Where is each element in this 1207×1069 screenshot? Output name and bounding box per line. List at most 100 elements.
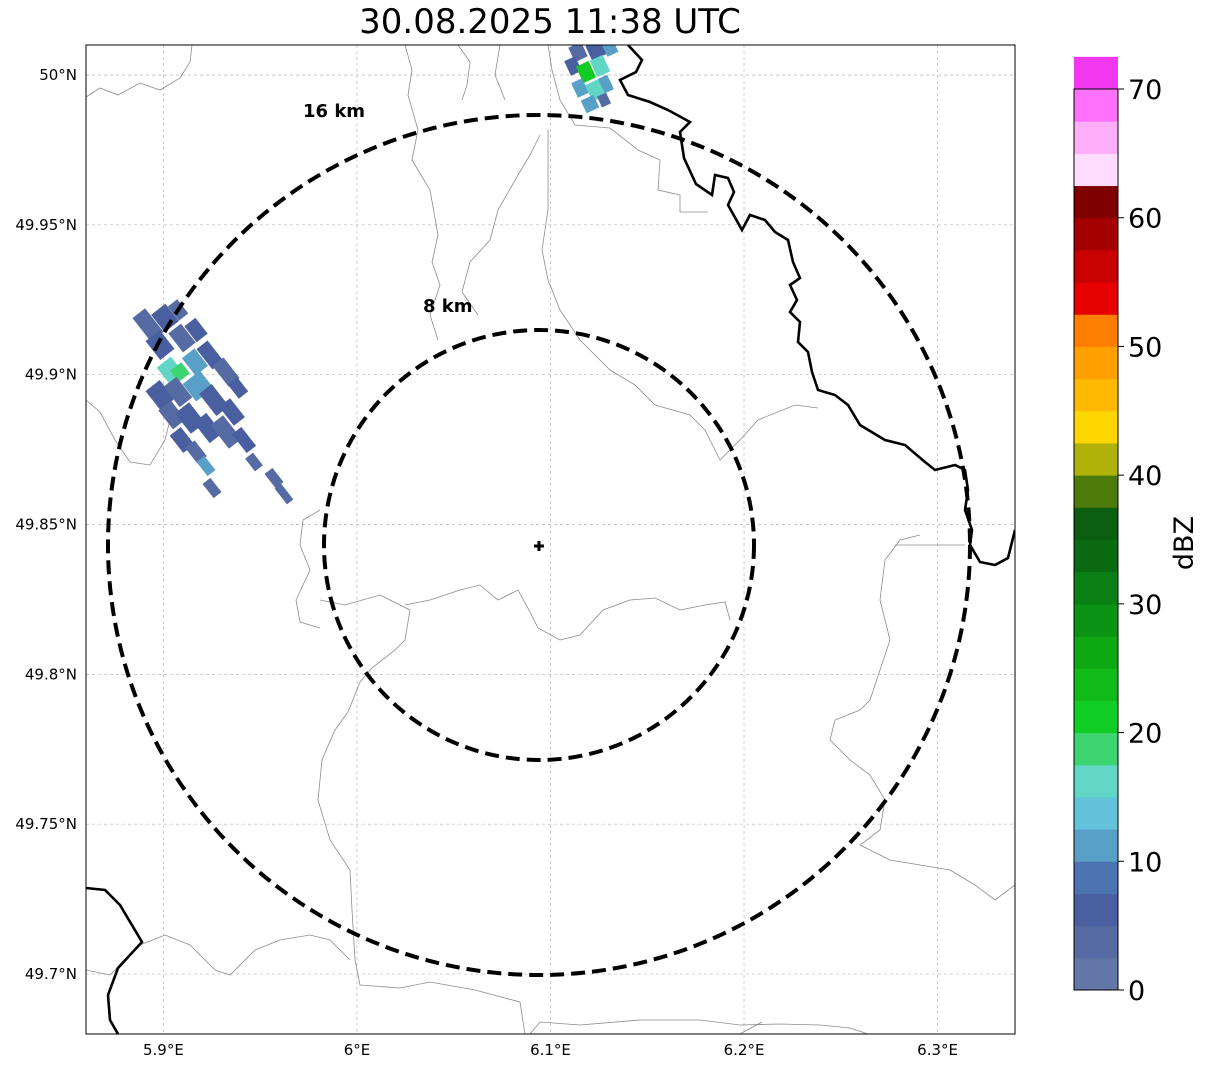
- radar-echo-cell: [589, 54, 611, 78]
- lat-tick-label: 49.95°N: [15, 216, 77, 234]
- radar-echo-cell: [185, 440, 207, 464]
- colorbar-segment: [1074, 507, 1118, 540]
- radar-echo-cell: [145, 330, 175, 360]
- national-border: [86, 886, 144, 1034]
- lat-tick-label: 49.7°N: [25, 965, 77, 983]
- lon-tick-label: 6.2°E: [724, 1041, 765, 1059]
- colorbar-segment: [1074, 603, 1118, 637]
- radar-echo-cell: [158, 400, 186, 430]
- border-line: [657, 159, 708, 213]
- colorbar-segment: [1074, 829, 1118, 862]
- radar-echo-cell: [264, 467, 284, 489]
- radar-echo-cell: [598, 74, 614, 94]
- radar-echo-cell: [212, 357, 240, 387]
- radar-echo-cell: [184, 317, 208, 343]
- radar-echo-cell: [219, 398, 245, 426]
- colorbar-segment: [1074, 153, 1118, 187]
- border-line: [829, 534, 1015, 901]
- border-line: [461, 134, 541, 316]
- border-line: [86, 45, 193, 98]
- radar-echo-cell: [274, 483, 294, 505]
- colorbar-segment: [1074, 893, 1118, 927]
- colorbar-segment: [1074, 571, 1118, 605]
- colorbar-segment: [1074, 217, 1118, 251]
- colorbar-tick-label: 70: [1128, 75, 1162, 106]
- colorbar: 0 10 20 30 40 50 60 70 dBZ: [1073, 56, 1200, 1007]
- colorbar-segment: [1074, 925, 1118, 959]
- colorbar-label: dBZ: [1169, 516, 1200, 570]
- range-rings: [106, 113, 972, 977]
- colorbar-segment: [1074, 314, 1118, 347]
- border-line: [404, 45, 441, 341]
- colorbar-segment: [1074, 56, 1118, 90]
- ring-label-8km: 8 km: [423, 296, 473, 317]
- border-line: [529, 1019, 869, 1034]
- range-ring-8km: [322, 328, 756, 762]
- colorbar-tick-label: 10: [1128, 847, 1162, 878]
- colorbar-ticks: 0 10 20 30 40 50 60 70: [1118, 75, 1162, 1007]
- lon-tick-label: 6°E: [344, 1041, 371, 1059]
- colorbar-segment: [1074, 185, 1118, 219]
- border-line: [541, 130, 819, 461]
- radar-echo-cell: [585, 45, 607, 61]
- latitude-labels: 50°N 49.95°N 49.9°N 49.85°N 49.8°N 49.75°N 49.…: [15, 66, 77, 983]
- colorbar-segment: [1074, 796, 1118, 830]
- radar-echo-cell: [575, 60, 597, 84]
- colorbar-frame: [1073, 88, 1119, 991]
- border-line: [317, 594, 526, 1034]
- admin-borders: [86, 45, 1015, 1034]
- border-line: [295, 509, 321, 629]
- colorbar-segment: [1074, 539, 1118, 573]
- colorbar-segment: [1074, 764, 1118, 798]
- radar-echo-cell: [170, 362, 190, 382]
- radar-echo-cell: [580, 94, 600, 114]
- radar-echo-cell: [564, 56, 582, 76]
- radar-echo-cell: [571, 78, 589, 98]
- colorbar-tick-label: 60: [1128, 204, 1162, 235]
- longitude-labels: 5.9°E 6°E 6.1°E 6.2°E 6.3°E: [143, 1041, 958, 1059]
- colorbar-segment: [1074, 249, 1118, 283]
- border-line: [547, 45, 661, 161]
- radar-echo-cell: [245, 452, 263, 472]
- colorbar-tick-label: 30: [1128, 590, 1162, 621]
- lat-tick-label: 49.8°N: [25, 665, 77, 683]
- lat-tick-label: 50°N: [39, 66, 77, 84]
- colorbar-segment: [1074, 378, 1118, 412]
- radar-echoes: [132, 45, 619, 505]
- lat-tick-label: 49.75°N: [15, 815, 77, 833]
- map-frame: [85, 44, 1016, 1035]
- gridlines: [86, 45, 1015, 1034]
- border-line: [494, 45, 506, 101]
- colorbar-segment: [1074, 442, 1118, 476]
- radar-echo-cell: [202, 477, 222, 499]
- radar-echo-cell: [568, 45, 588, 63]
- colorbar-segment: [1074, 700, 1118, 734]
- lat-tick-label: 49.85°N: [15, 516, 77, 534]
- colorbar-segment: [1074, 957, 1118, 991]
- colorbar-segment: [1074, 732, 1118, 766]
- radar-echo-cell: [227, 377, 249, 399]
- map-title: 30.08.2025 11:38 UTC: [359, 2, 741, 42]
- radar-echo-cell: [601, 45, 619, 57]
- colorbar-tick-label: 20: [1128, 719, 1162, 750]
- radar-echo-cell: [168, 323, 196, 353]
- radar-echo-cell: [163, 376, 193, 408]
- colorbar-segment: [1074, 636, 1118, 669]
- radar-site-marker: [534, 541, 544, 551]
- radar-echo-cell: [145, 380, 175, 410]
- colorbar-segment: [1074, 121, 1118, 154]
- radar-echo-cell: [231, 426, 257, 454]
- colorbar-segment: [1074, 861, 1118, 894]
- lon-tick-label: 6.3°E: [917, 1041, 958, 1059]
- border-line: [739, 1021, 763, 1034]
- range-ring-16km: [106, 113, 972, 977]
- radar-echo-cell: [193, 412, 223, 444]
- lon-tick-label: 5.9°E: [143, 1041, 184, 1059]
- radar-echo-cell: [151, 303, 179, 333]
- colorbar-segment: [1074, 475, 1118, 508]
- radar-echo-cell: [596, 92, 612, 108]
- border-line: [86, 399, 171, 466]
- radar-echo-cell: [210, 415, 242, 449]
- colorbar-segment: [1074, 410, 1118, 444]
